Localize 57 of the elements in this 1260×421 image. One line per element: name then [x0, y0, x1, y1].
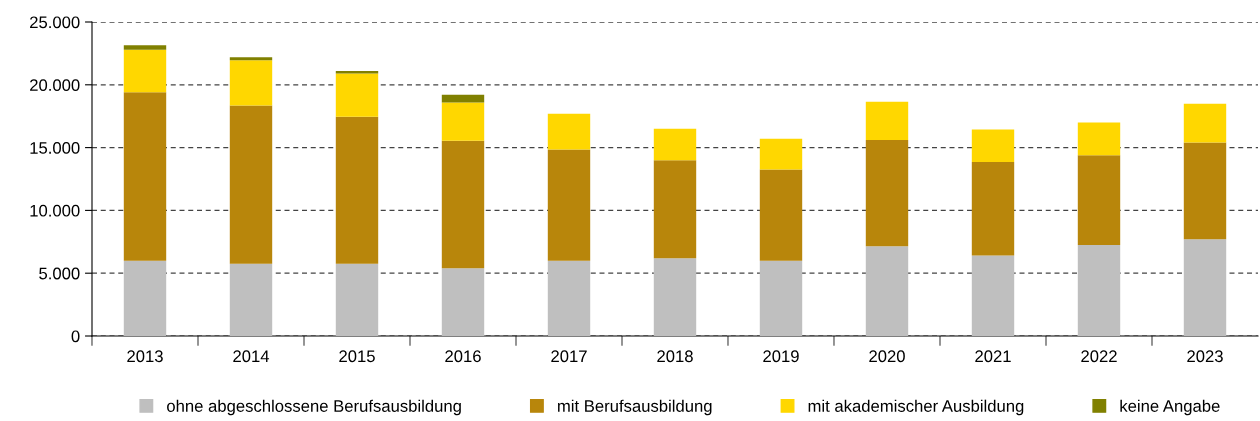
x-tick-label: 2016	[445, 350, 481, 363]
bar	[335, 263, 379, 336]
bar	[441, 140, 485, 269]
bar	[653, 128, 697, 161]
bar	[229, 105, 273, 264]
y-tick-label: 25.000	[30, 16, 80, 29]
bar	[865, 101, 909, 141]
bar	[335, 73, 379, 117]
y-tick-label: 10.000	[30, 204, 80, 217]
legend-label: keine Angabe	[1120, 399, 1220, 416]
bar	[971, 129, 1015, 163]
bar	[1183, 239, 1227, 336]
bar	[547, 113, 591, 150]
bar	[653, 258, 697, 336]
y-tick-label: 15.000	[30, 142, 80, 154]
y-tick-label: 20.000	[30, 79, 80, 91]
bar	[1077, 122, 1121, 156]
bar	[547, 260, 591, 336]
bar	[653, 160, 697, 259]
legend-label: mit Berufsausbildung	[558, 399, 712, 416]
x-tick-label: 2022	[1081, 350, 1117, 363]
bar	[1183, 142, 1227, 240]
legend-label: mit akademischer Ausbildung	[808, 399, 1024, 416]
bar	[229, 263, 273, 336]
bar	[865, 140, 909, 247]
bar	[335, 116, 379, 264]
x-tick-label: 2018	[657, 350, 693, 363]
bar	[123, 49, 167, 93]
bar	[123, 45, 167, 50]
bar	[229, 57, 273, 61]
bar	[759, 260, 803, 336]
legend-label: ohne abgeschlossene Berufsausbildung	[167, 399, 461, 416]
bar	[1077, 244, 1121, 336]
bar	[229, 60, 273, 106]
bar	[441, 268, 485, 336]
bar	[441, 94, 485, 103]
bar	[1183, 103, 1227, 143]
x-tick-label: 2017	[551, 350, 587, 363]
x-tick-label: 2013	[127, 350, 163, 363]
y-tick-label: 0	[71, 330, 80, 343]
bar	[759, 138, 803, 170]
x-tick-label: 2015	[339, 350, 375, 363]
x-tick-label: 2014	[233, 350, 270, 363]
bar	[123, 92, 167, 261]
x-tick-label: 2020	[869, 350, 905, 363]
x-tick-label: 2019	[763, 350, 799, 363]
bar	[971, 255, 1015, 336]
y-tick-label: 5.000	[39, 267, 80, 280]
bar	[547, 149, 591, 261]
bar	[759, 169, 803, 261]
bar	[971, 162, 1015, 256]
x-tick-label: 2023	[1187, 350, 1223, 363]
bar	[123, 260, 167, 336]
bar	[865, 246, 909, 336]
bar	[1077, 155, 1121, 245]
x-tick-label: 2021	[975, 350, 1011, 363]
bar	[441, 102, 485, 141]
